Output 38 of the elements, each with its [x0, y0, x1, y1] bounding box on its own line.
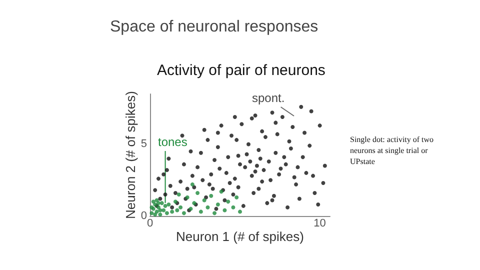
point	[162, 208, 166, 212]
point	[178, 205, 183, 210]
point	[209, 194, 214, 198]
point	[226, 200, 230, 204]
point	[175, 208, 180, 212]
point	[222, 208, 227, 212]
point	[238, 210, 242, 214]
annotation: tones	[158, 135, 188, 149]
point	[158, 212, 162, 217]
point	[153, 212, 158, 217]
point	[212, 211, 217, 216]
point	[170, 210, 174, 214]
point	[234, 195, 239, 200]
point	[164, 211, 169, 216]
point	[160, 201, 164, 206]
point	[231, 205, 236, 210]
x-axis-title: Neuron 1 (# of spikes)	[176, 228, 304, 244]
point	[182, 211, 186, 216]
point	[216, 202, 220, 207]
point	[166, 202, 171, 207]
point	[158, 208, 162, 212]
y-tick-label: 5	[140, 138, 147, 150]
chart-subtitle: Activity of pair of neurons	[157, 62, 326, 79]
point	[206, 205, 210, 210]
point	[202, 198, 206, 202]
point	[151, 200, 156, 204]
text: Single dot: activity of two neurons at single trial or UPstate	[350, 135, 436, 166]
annotation: spont.	[252, 91, 285, 105]
point	[176, 192, 181, 196]
x-tick-label: 10	[314, 218, 326, 230]
point	[156, 201, 160, 206]
y-axis-title: Neuron 2 (# of spikes)	[122, 91, 138, 219]
point	[190, 182, 194, 186]
point	[196, 191, 200, 196]
point	[150, 211, 154, 216]
point	[198, 210, 203, 214]
chart-title: Space of neuronal responses	[110, 18, 318, 36]
point	[163, 204, 168, 208]
